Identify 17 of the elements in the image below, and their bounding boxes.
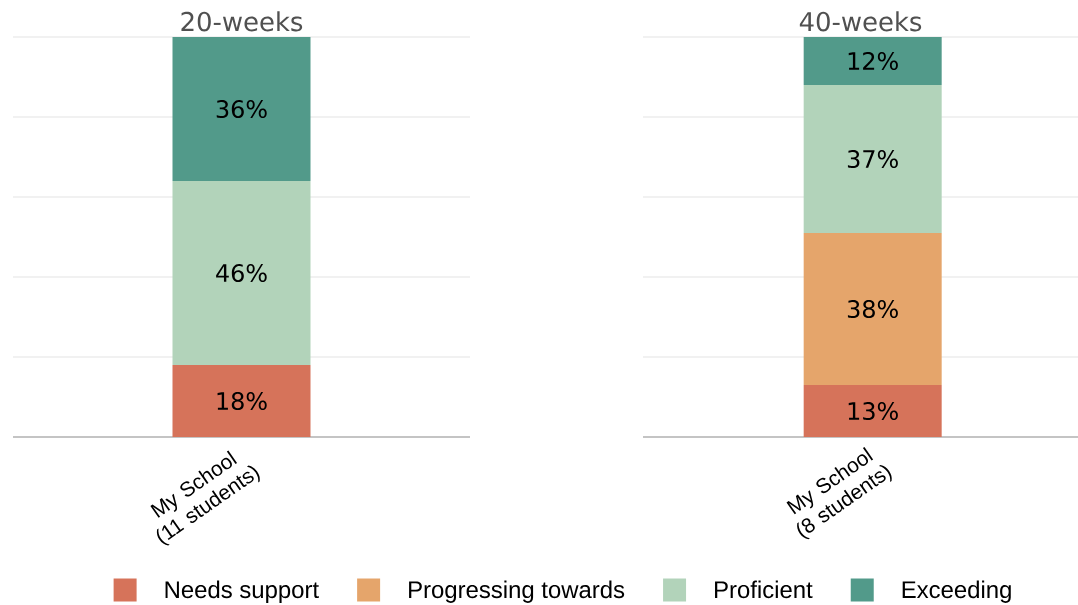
chart-title: 20-weeks bbox=[181, 11, 303, 32]
chart-title: 40-weeks bbox=[799, 11, 922, 32]
legend-label: Progressing towards bbox=[409, 580, 625, 603]
bar bbox=[803, 36, 942, 85]
bar bbox=[803, 385, 942, 437]
data-label: 18% bbox=[217, 391, 267, 411]
bar bbox=[803, 233, 942, 385]
legend-label: Proficient bbox=[715, 580, 813, 599]
data-label: 38% bbox=[847, 299, 898, 319]
data-label: 12% bbox=[848, 51, 898, 71]
legend-label: Needs support bbox=[165, 580, 319, 603]
legend-label: Exceeding bbox=[902, 580, 1011, 603]
data-label: 46% bbox=[216, 263, 267, 283]
data-label: 13% bbox=[848, 401, 898, 421]
data-label: 37% bbox=[847, 149, 898, 169]
data-label: 36% bbox=[216, 99, 267, 119]
bar bbox=[803, 85, 942, 233]
